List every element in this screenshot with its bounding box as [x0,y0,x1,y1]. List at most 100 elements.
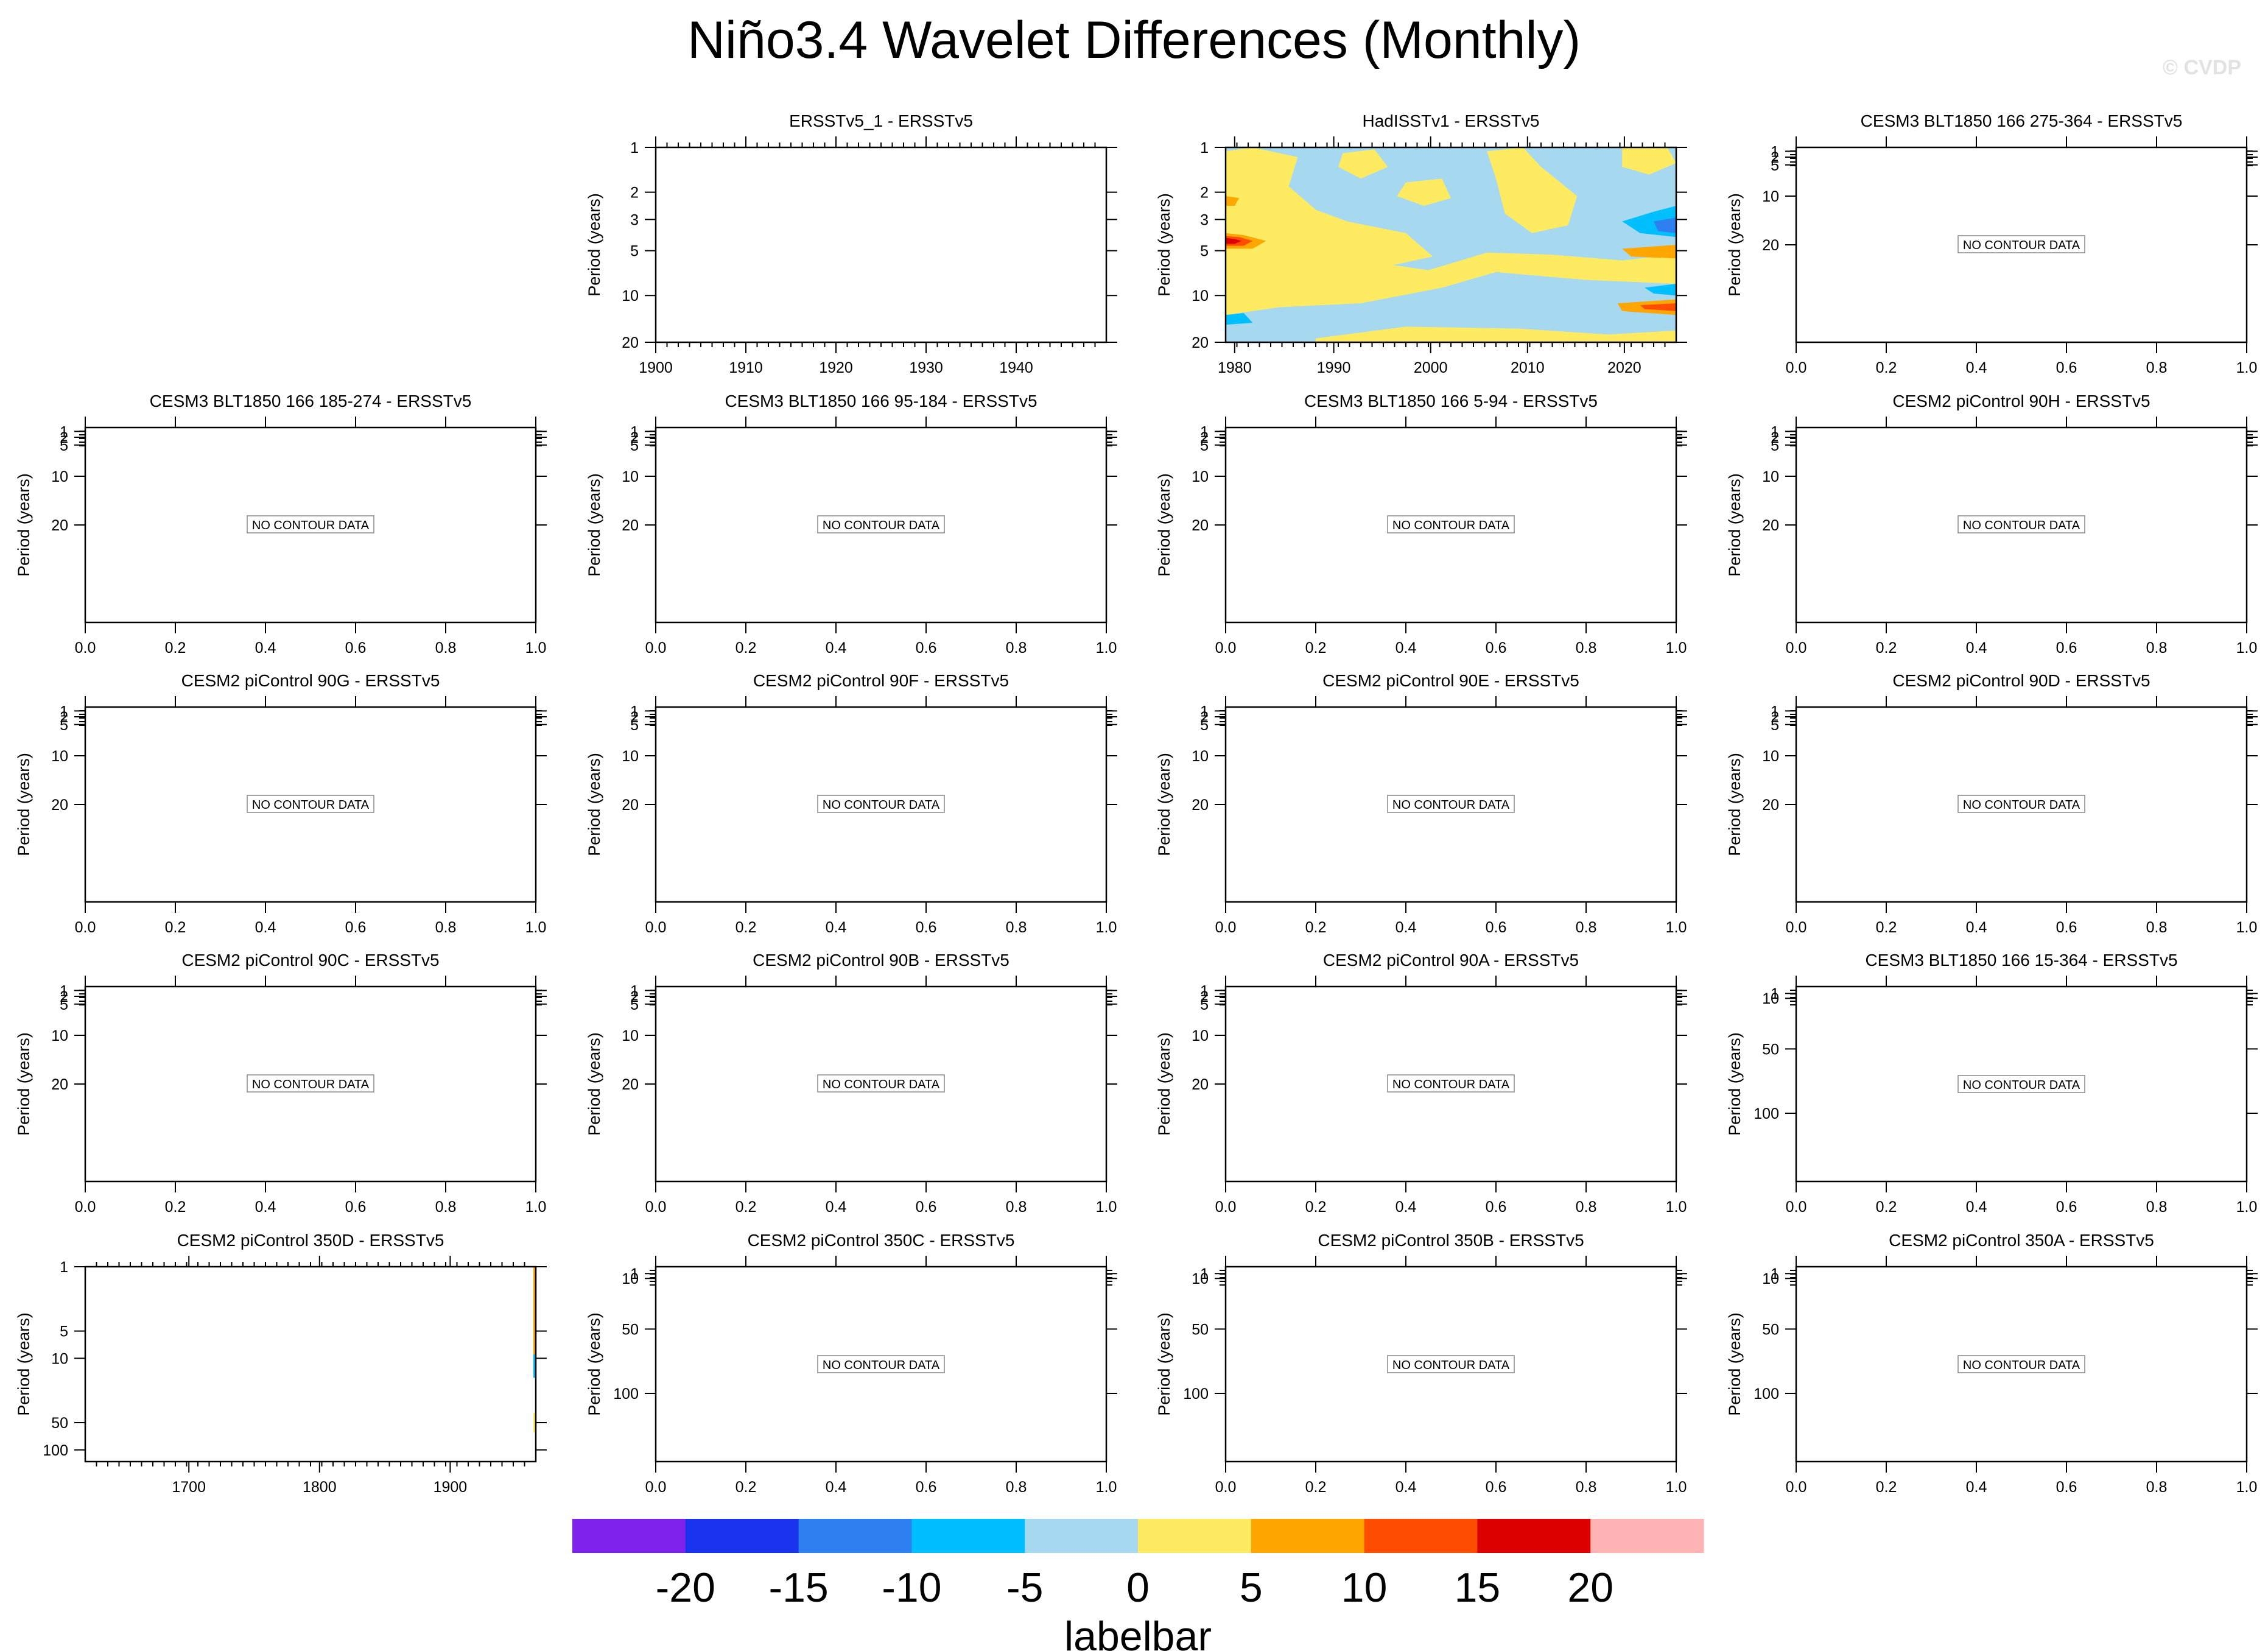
y-tick-label: 50 [622,1321,639,1338]
x-tick-label: 1.0 [1096,1199,1117,1216]
y-tick-label: 5 [1771,717,1779,734]
x-tick-label: 1800 [303,1479,337,1496]
y-tick-label: 20 [622,797,639,814]
x-tick-label: 1.0 [1666,1479,1687,1496]
y-tick-label: 20 [1762,797,1779,814]
no-contour-data-box [1957,235,2085,253]
no-contour-data-label: NO CONTOUR DATA [1963,1359,2080,1372]
x-tick-label: 0.6 [2056,919,2077,936]
y-tick-label: 10 [1192,748,1209,765]
panel-title: CESM2 piControl 350A - ERSSTv5 [1889,1231,2154,1250]
labelbar-swatch [1364,1519,1478,1553]
x-tick-label: 0.6 [2056,1479,2077,1496]
y-axis-label: Period (years) [15,1032,33,1136]
x-tick-label: 1980 [1218,359,1252,376]
panel-title: ERSSTv5_1 - ERSSTv5 [789,111,973,130]
labelbar-tick-label: 0 [1126,1565,1150,1611]
x-tick-label: 0.4 [826,639,847,657]
wavelet-panel: CESM3 BLT1850 166 275-364 - ERSSTv5 125 10… [1726,111,2258,376]
y-tick-label: 1 [1200,982,1209,999]
y-tick-label: 10 [622,287,639,305]
no-contour-data-box [1957,795,2085,813]
wavelet-panel: CESM2 piControl 90D - ERSSTv5 125 10 20 Peri… [1726,671,2258,936]
y-tick-label: 20 [1192,517,1209,534]
labelbar-swatch [1138,1519,1252,1553]
no-contour-data-label: NO CONTOUR DATA [1963,239,2080,252]
x-tick-label: 0.2 [165,639,186,657]
x-tick-label: 0.4 [826,1479,847,1496]
y-tick-label: 10 [1762,748,1779,765]
x-tick-label: 1.0 [1666,639,1687,657]
y-tick-label: 1 [60,703,68,720]
no-contour-data-box [1387,795,1515,813]
x-tick-label: 0.6 [2056,359,2077,376]
panel-title: CESM3 BLT1850 166 5-94 - ERSSTv5 [1304,392,1598,410]
contour-cool-core [1645,284,1676,296]
y-tick-label: 20 [622,517,639,534]
x-tick-label: 1930 [909,359,943,376]
wavelet-panel: CESM2 piControl 90B - ERSSTv5 125 10 20 Peri… [585,951,1117,1216]
plot-frame [655,1266,1108,1463]
wavelet-panel: CESM2 piControl 90G - ERSSTv5 125 10 20 Peri… [15,671,547,936]
y-tick-label: 1 [630,423,639,440]
panel-title: CESM3 BLT1850 166 185-274 - ERSSTv5 [150,392,472,410]
y-tick-label: 5 [1200,243,1209,260]
x-tick-label: 0.4 [255,1199,276,1216]
no-contour-data-label: NO CONTOUR DATA [1392,1359,1510,1372]
no-contour-data-box [1957,1075,2085,1093]
wavelet-panel: CESM3 BLT1850 166 15-364 - ERSSTv5 110 50 1… [1726,951,2258,1216]
y-tick-label: 2 [1771,429,1779,446]
y-tick-label: 1 [1200,139,1209,157]
y-tick-label: 2 [1771,149,1779,166]
no-contour-data-box [1387,1355,1515,1373]
contour-warm-core [1622,245,1676,259]
y-tick-label: 10 [622,468,639,485]
contour-cool-core [1226,313,1253,325]
y-tick-label: 10 [51,1350,68,1367]
y-tick-label: 100 [1183,1385,1209,1403]
y-tick-label: 2 [630,709,639,726]
wavelet-panel: CESM2 piControl 350D - ERSSTv5 1 5 10 50 100 P… [15,1231,547,1496]
y-tick-label: 1 [630,139,639,157]
y-tick-label: 10 [51,468,68,485]
y-tick-label: 5 [630,243,639,260]
y-tick-label: 5 [630,996,639,1013]
panel-title: CESM3 BLT1850 166 15-364 - ERSSTv5 [1865,951,2177,970]
y-tick-label: 3 [630,211,639,228]
y-axis-label: Period (years) [1155,1312,1173,1416]
x-tick-label: 0.6 [345,919,367,936]
y-axis-label: Period (years) [1155,1032,1173,1136]
x-tick-label: 0.8 [1576,1479,1597,1496]
y-tick-label: 5 [60,437,68,454]
x-tick-label: 0.0 [1215,1199,1237,1216]
contour-positive-region [1338,149,1388,179]
y-tick-label: 20 [1192,797,1209,814]
y-axis-label: Period (years) [1726,193,1744,297]
labelbar-swatch [685,1519,799,1553]
x-tick-label: 0.8 [435,919,457,936]
y-axis-label: Period (years) [585,473,603,577]
y-tick-label: 20 [1762,237,1779,254]
plot-frame [1795,985,2248,1183]
x-tick-label: 0.2 [1876,919,1897,936]
labelbar-tick-label: 20 [1567,1565,1613,1611]
y-tick-label: 10 [51,748,68,765]
y-tick-label: 10 [1762,188,1779,205]
x-tick-label: 0.0 [645,919,667,936]
x-tick-label: 0.0 [1786,1199,1807,1216]
x-tick-label: 0.2 [1305,1199,1327,1216]
no-contour-data-label: NO CONTOUR DATA [1392,519,1510,532]
y-tick-label: 100 [1754,1385,1779,1403]
contour-warm-core [1640,303,1676,311]
x-tick-label: 0.0 [645,1479,667,1496]
x-tick-label: 2000 [1414,359,1448,376]
y-tick-label: 1 [1771,1266,1779,1283]
x-tick-label: 0.8 [1006,1199,1027,1216]
y-tick-label: 2 [60,709,68,726]
x-tick-label: 1.0 [2236,639,2258,657]
labelbar-swatch [1477,1519,1591,1553]
x-tick-label: 0.2 [736,1199,757,1216]
contour-edge-strip [533,1354,536,1378]
x-tick-label: 1700 [172,1479,206,1496]
y-tick-label: 2 [1200,988,1209,1005]
